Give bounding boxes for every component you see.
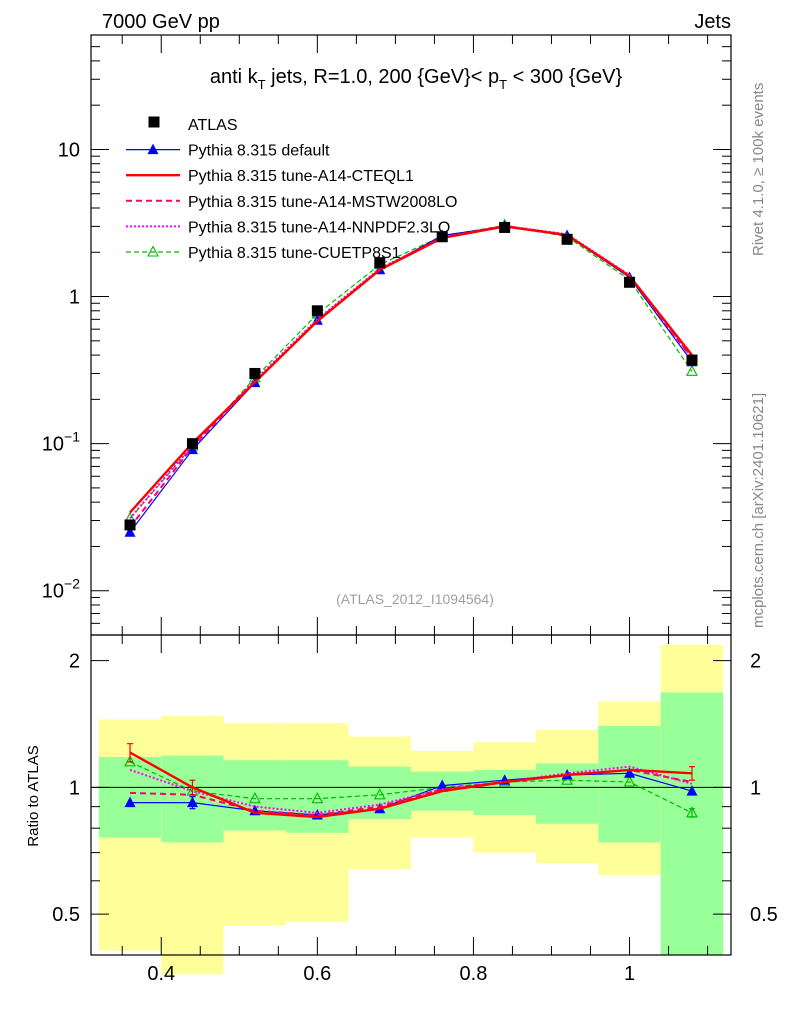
legend-label-cuetp8s1: Pythia 8.315 tune-CUETP8S1 xyxy=(188,245,401,262)
y-tick-label: 10−2 xyxy=(42,576,80,603)
ratio-point-default xyxy=(624,767,636,778)
side-label-bottom: mcplots.cern.ch [arXiv:2401.10621] xyxy=(750,393,767,628)
main-point-atlas xyxy=(249,367,261,379)
main-line-nnpdf xyxy=(129,224,693,520)
header-right: Jets xyxy=(694,11,731,33)
header-left: 7000 GeV pp xyxy=(102,11,220,33)
watermark: (ATLAS_2012_I1094564) xyxy=(336,591,494,607)
x-tick-label: 0.6 xyxy=(303,963,331,985)
main-point-atlas xyxy=(686,354,698,366)
band-green-bin xyxy=(286,760,349,833)
main-point-atlas xyxy=(124,519,136,531)
band-green-bin xyxy=(223,760,287,831)
y-tick-label-right: 2 xyxy=(750,651,761,673)
main-point-atlas xyxy=(186,438,198,450)
x-tick-label: 1 xyxy=(624,963,635,985)
ratio-panel: 0.5 0.5 1 1 2 2 0.4 0.6 0.8 1 xyxy=(52,635,778,985)
band-green-bin xyxy=(598,725,661,843)
ratio-point-cuetp8s1 xyxy=(311,792,324,804)
legend: ATLAS Pythia 8.315 default Pythia 8.315 tu… xyxy=(126,116,457,262)
chart-title: anti kT jets, R=1.0, 200 {GeV}< pT < 300… xyxy=(210,66,623,92)
main-point-atlas xyxy=(436,231,448,243)
legend-marker-atlas xyxy=(148,116,160,128)
x-tick-label: 0.4 xyxy=(147,963,175,985)
ratio-line-cteql1 xyxy=(129,751,693,819)
ratio-frame xyxy=(90,634,732,956)
y-tick-label-right: 0.5 xyxy=(750,904,778,926)
ratio-point-default xyxy=(436,779,448,791)
main-point-atlas xyxy=(499,221,511,233)
main-line-cuetp8s1 xyxy=(129,224,693,519)
y-tick-label-left: 1 xyxy=(69,777,80,799)
x-tick-label: 0.8 xyxy=(460,963,488,985)
main-panel: 10−2 10−1 1 10 xyxy=(42,34,731,636)
legend-marker-default xyxy=(147,143,159,155)
ratio-point-cuetp8s1 xyxy=(124,755,136,767)
legend-label-default: Pythia 8.315 default xyxy=(188,143,330,160)
band-green-bin xyxy=(660,692,724,955)
ratio-ylabel: Ratio to ATLAS xyxy=(25,745,42,846)
y-tick-label: 1 xyxy=(69,287,80,309)
main-point-default xyxy=(124,526,136,537)
band-yellow-bin xyxy=(161,715,224,975)
side-label-top: Rivet 4.1.0, ≥ 100k events xyxy=(750,83,767,256)
ratio-point-cuetp8s1 xyxy=(248,792,261,804)
y-tick-label: 10 xyxy=(58,139,80,161)
main-line-cteql1 xyxy=(129,225,693,514)
main-line-mstw xyxy=(129,224,693,528)
legend-label-mstw: Pythia 8.315 tune-A14-MSTW2008LO xyxy=(188,194,457,211)
main-point-atlas xyxy=(624,276,636,288)
legend-marker-cuetp8s1 xyxy=(147,245,159,257)
legend-label-atlas: ATLAS xyxy=(188,117,238,134)
main-frame xyxy=(90,34,732,636)
ratio-point-default xyxy=(124,796,136,808)
ratio-point-default xyxy=(686,785,698,796)
ratio-point-cuetp8s1 xyxy=(623,775,636,787)
main-point-atlas xyxy=(374,257,386,269)
main-point-atlas xyxy=(311,305,323,317)
legend-label-nnpdf: Pythia 8.315 tune-A14-NNPDF2.3LO xyxy=(188,219,450,236)
main-point-atlas xyxy=(561,233,573,245)
y-tick-label-left: 2 xyxy=(69,651,80,673)
ratio-point-cuetp8s1 xyxy=(373,788,386,800)
main-line-default xyxy=(129,225,693,533)
legend-label-cteql1: Pythia 8.315 tune-A14-CTEQL1 xyxy=(188,168,414,185)
main-point-cuetp8s1 xyxy=(686,364,698,376)
y-tick-label: 10−1 xyxy=(42,429,80,456)
ratio-line-cuetp8s1 xyxy=(129,761,693,814)
y-tick-label-right: 1 xyxy=(750,777,761,799)
y-tick-label-left: 0.5 xyxy=(52,904,80,926)
